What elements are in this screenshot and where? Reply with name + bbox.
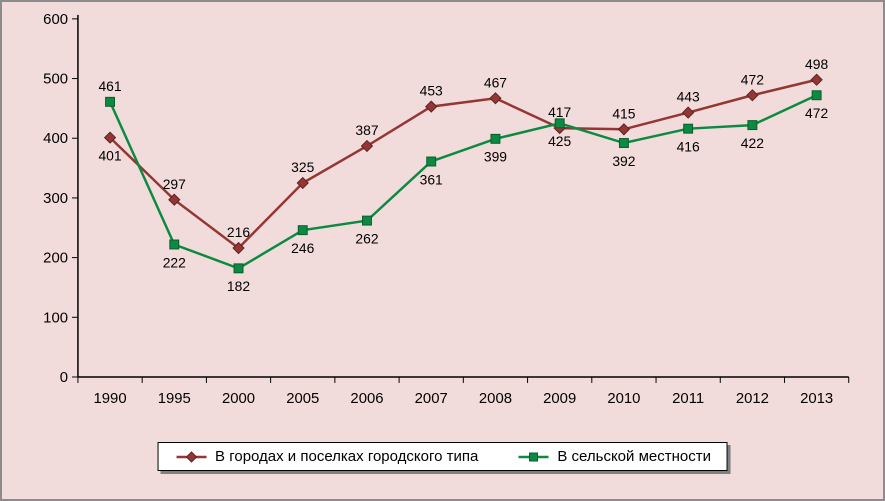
y-axis-tick-label: 600 [43, 12, 68, 28]
data-label: 416 [677, 139, 700, 155]
x-axis-tick-label: 2005 [286, 391, 319, 407]
data-label: 401 [98, 147, 121, 163]
data-label: 325 [291, 159, 314, 175]
data-label: 399 [484, 149, 507, 165]
data-label: 467 [484, 74, 507, 90]
x-axis-tick-label: 2008 [479, 391, 512, 407]
x-axis-tick-label: 2006 [350, 391, 383, 407]
data-point-diamond [103, 131, 117, 144]
data-point-square [362, 215, 372, 226]
data-label: 361 [420, 171, 443, 187]
legend-item-rural: В сельской местности [516, 448, 711, 465]
y-axis-tick-label: 300 [43, 191, 68, 207]
data-point-diamond [681, 106, 695, 119]
x-axis-tick-label: 2009 [543, 391, 576, 407]
x-axis-tick-label: 2012 [736, 391, 769, 407]
legend-square-icon [528, 452, 538, 461]
data-label: 422 [741, 135, 764, 151]
data-label: 443 [677, 89, 700, 105]
x-axis-tick-label: 1990 [94, 391, 127, 407]
legend-label-urban: В городах и поселках городского типа [215, 448, 479, 465]
data-label: 297 [163, 176, 186, 192]
data-point-diamond [810, 73, 823, 86]
rural-series-marker-icon [518, 452, 549, 461]
data-label: 461 [98, 78, 121, 94]
legend-item-urban: В городах и поселках городского типа [174, 448, 478, 465]
x-axis-tick-label: 2007 [415, 391, 448, 407]
legend: В городах и поселках городского типа В с… [157, 442, 728, 471]
data-label: 472 [741, 71, 764, 87]
data-point-diamond [425, 100, 438, 113]
data-point-diamond [168, 193, 181, 206]
series-line-0 [109, 78, 817, 250]
data-label: 472 [805, 105, 828, 121]
data-point-diamond [360, 139, 374, 153]
y-axis-tick-label: 400 [43, 131, 68, 147]
data-point-square [618, 138, 629, 148]
series-line-1 [108, 94, 818, 270]
y-axis-tick-label: 100 [43, 310, 68, 326]
data-point-square [169, 239, 180, 250]
data-label: 417 [548, 104, 571, 120]
x-axis-tick-label: 2013 [800, 391, 833, 407]
urban-series-marker-icon [176, 450, 207, 463]
x-axis-tick-label: 2011 [672, 391, 704, 407]
data-label: 392 [612, 153, 635, 169]
legend-diamond-icon [185, 450, 197, 463]
data-point-diamond [617, 123, 631, 136]
data-label: 453 [420, 83, 443, 99]
data-label: 216 [227, 224, 250, 240]
y-axis-tick-label: 200 [43, 251, 68, 267]
data-point-square [683, 123, 694, 134]
data-label: 262 [355, 230, 378, 246]
x-axis-tick-label: 2010 [607, 391, 640, 407]
data-point-square [105, 96, 116, 107]
x-axis-tick-label: 1995 [158, 391, 191, 407]
data-point-square [233, 263, 244, 274]
y-axis-tick-label: 500 [43, 72, 68, 88]
legend-label-rural: В сельской местности [557, 448, 711, 465]
data-point-diamond [489, 92, 502, 105]
data-label: 246 [291, 240, 314, 256]
data-point-square [811, 90, 822, 101]
x-axis-tick-label: 2000 [222, 391, 255, 407]
data-point-diamond [746, 89, 759, 102]
data-label: 182 [227, 278, 250, 294]
data-point-square [490, 133, 501, 144]
data-point-square [747, 120, 758, 131]
y-axis-tick-label: 0 [60, 370, 68, 386]
data-point-square [297, 225, 308, 236]
data-label: 425 [548, 133, 571, 149]
data-point-diamond [296, 176, 309, 190]
data-point-diamond [232, 241, 245, 255]
data-label: 415 [612, 105, 635, 121]
data-label: 222 [163, 254, 186, 270]
data-label: 387 [355, 122, 378, 138]
data-point-square [426, 156, 437, 167]
data-label: 498 [805, 56, 828, 72]
data-point-square [554, 118, 565, 129]
